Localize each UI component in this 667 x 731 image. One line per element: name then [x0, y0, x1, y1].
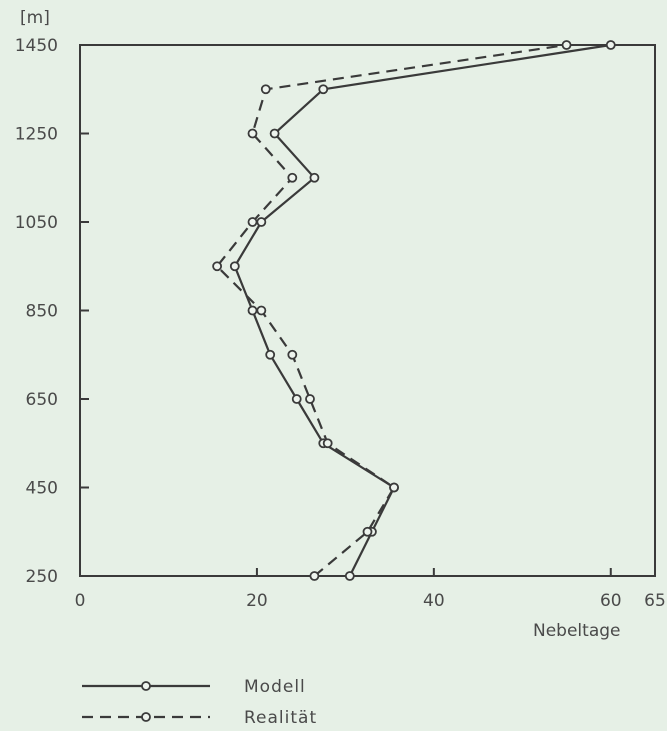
data-point-modell: [291, 394, 302, 404]
x-axis-title: Nebeltage: [533, 621, 620, 641]
y-tick-label: 1250: [15, 125, 58, 145]
data-point-realitaet: [212, 261, 223, 272]
legend-label-realitaet: Realität: [244, 708, 317, 728]
y-tick-label: 1450: [15, 36, 58, 56]
y-tick-label: 450: [26, 479, 58, 499]
series-line-realitaet: [216, 43, 567, 577]
series-layer: [212, 40, 616, 581]
data-point-modell: [269, 128, 280, 139]
y-tick-label: 850: [26, 302, 58, 322]
y-tick-label: 650: [26, 390, 58, 410]
legend: Modell Realität: [82, 677, 317, 728]
data-point-modell: [265, 349, 276, 360]
data-point-modell: [256, 217, 267, 227]
x-tick-label: 40: [423, 591, 445, 611]
data-point-realitaet: [561, 40, 572, 50]
data-point-realitaet: [389, 482, 399, 493]
legend-label-modell: Modell: [244, 677, 306, 697]
x-tick-label: 65: [644, 591, 666, 611]
data-point-realitaet: [362, 526, 373, 537]
data-point-modell: [247, 305, 258, 316]
data-point-modell: [229, 261, 240, 272]
y-axis: 250 450 650 850 1050 1250 1450: [15, 36, 89, 587]
data-point-realitaet: [260, 84, 271, 95]
x-tick-label: 20: [246, 591, 268, 611]
data-point-modell: [344, 571, 355, 581]
data-point-realitaet: [256, 305, 267, 316]
legend-marker-modell: [141, 681, 151, 691]
y-tick-label: 1050: [15, 213, 58, 233]
x-tick-label: 60: [600, 591, 622, 611]
series-line-modell: [233, 43, 611, 577]
legend-marker-realitaet: [141, 712, 151, 722]
data-point-realitaet: [287, 349, 298, 360]
data-point-realitaet: [287, 172, 298, 183]
y-axis-title: [m]: [20, 8, 50, 28]
x-tick-label: 0: [75, 591, 86, 611]
y-tick-label: 250: [26, 567, 58, 587]
data-point-realitaet: [305, 394, 315, 404]
data-point-realitaet: [309, 571, 320, 581]
data-point-realitaet: [322, 438, 333, 449]
x-axis: 0 20 40 60 65: [75, 568, 666, 611]
plot-frame: [79, 44, 656, 577]
data-point-modell: [605, 40, 616, 50]
data-point-realitaet: [247, 217, 258, 227]
data-point-modell: [318, 84, 329, 95]
data-point-modell: [309, 172, 320, 183]
data-point-realitaet: [247, 128, 258, 139]
